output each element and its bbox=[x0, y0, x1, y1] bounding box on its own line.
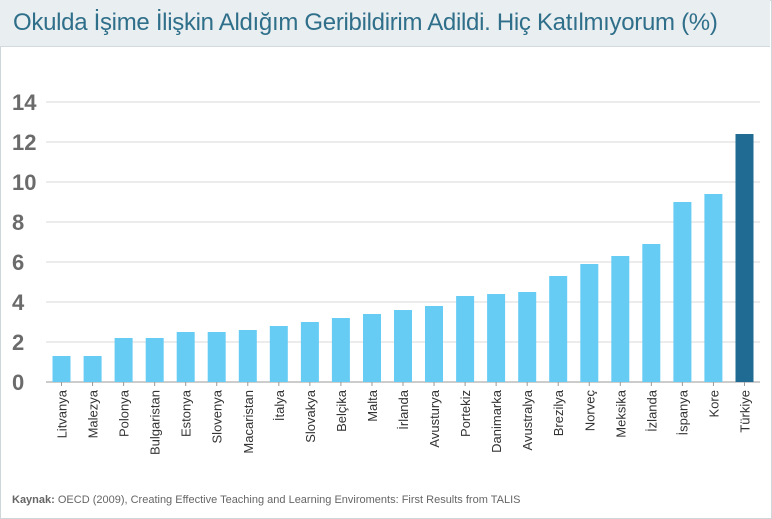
x-category-label: Norveç bbox=[582, 390, 597, 432]
y-tick-label: 6 bbox=[12, 250, 24, 275]
bar-danimarka bbox=[487, 294, 506, 382]
source-text: OECD (2009), Creating Effective Teaching… bbox=[54, 494, 521, 506]
bar-norve- bbox=[580, 264, 599, 382]
y-tick-label: 8 bbox=[12, 210, 24, 235]
bar-avusturya bbox=[425, 306, 443, 382]
x-category-label: Belçika bbox=[334, 389, 349, 432]
plot-background bbox=[6, 54, 764, 484]
x-category-label: Bulgaristan bbox=[148, 390, 163, 455]
bar-i-rlanda bbox=[394, 310, 412, 382]
x-category-label: İtalya bbox=[272, 389, 287, 421]
x-category-label: Litvanya bbox=[55, 389, 70, 438]
bar-kore bbox=[704, 194, 723, 382]
bar-polonya bbox=[114, 338, 133, 382]
x-category-label: Brezilya bbox=[551, 389, 566, 436]
y-tick-label: 12 bbox=[12, 130, 36, 155]
bar-brezilya bbox=[549, 276, 568, 382]
bar-slovakya bbox=[300, 322, 319, 382]
bar-avustralya bbox=[518, 292, 537, 382]
x-category-label: Avusturya bbox=[427, 389, 442, 447]
bar-litvanya bbox=[52, 356, 71, 382]
bar-portekiz bbox=[456, 296, 475, 382]
y-tick-label: 2 bbox=[12, 330, 24, 355]
x-category-label: Polonya bbox=[117, 389, 132, 437]
bar-malta bbox=[363, 314, 381, 382]
y-tick-label: 0 bbox=[12, 370, 24, 395]
bar-bulgaristan bbox=[145, 338, 164, 382]
bar-i-talya bbox=[269, 326, 288, 382]
x-category-label: Malta bbox=[365, 389, 380, 422]
x-category-label: Slovakya bbox=[303, 389, 318, 443]
x-category-label: Türkiye bbox=[737, 390, 752, 433]
chart-title: Okulda İşime İlişkin Aldığım Geribildiri… bbox=[13, 9, 718, 36]
bar-estonya bbox=[176, 332, 195, 382]
bar-i-zlanda bbox=[642, 244, 661, 382]
source-label: Kaynak: bbox=[12, 494, 55, 506]
x-category-label: İspanya bbox=[675, 389, 690, 435]
source-note: Kaynak: OECD (2009), Creating Effective … bbox=[12, 494, 520, 506]
x-category-label: Portekiz bbox=[458, 390, 473, 437]
bar-malezya bbox=[83, 356, 102, 382]
bar-macaristan bbox=[238, 330, 257, 382]
bar-meksika bbox=[611, 256, 630, 382]
y-tick-label: 10 bbox=[12, 170, 36, 195]
title-bar: Okulda İşime İlişkin Aldığım Geribildiri… bbox=[0, 0, 770, 47]
x-category-label: Malezya bbox=[86, 389, 101, 438]
y-tick-label: 14 bbox=[12, 90, 37, 115]
x-category-label: Avustralya bbox=[520, 389, 535, 450]
x-category-label: Slovenya bbox=[210, 389, 225, 443]
x-category-label: İzlanda bbox=[644, 389, 659, 432]
x-category-label: Estonya bbox=[179, 389, 194, 437]
bar-i-spanya bbox=[673, 202, 692, 382]
bar-t-rkiye bbox=[735, 134, 754, 382]
bar-bel-ika bbox=[331, 318, 350, 382]
x-category-label: İrlanda bbox=[396, 389, 411, 430]
x-category-label: Danimarka bbox=[489, 389, 504, 453]
bar-slovenya bbox=[207, 332, 226, 382]
x-category-label: Macaristan bbox=[241, 390, 256, 454]
y-tick-label: 4 bbox=[12, 290, 25, 315]
x-category-label: Meksika bbox=[613, 389, 628, 437]
x-category-label: Kore bbox=[706, 390, 721, 417]
